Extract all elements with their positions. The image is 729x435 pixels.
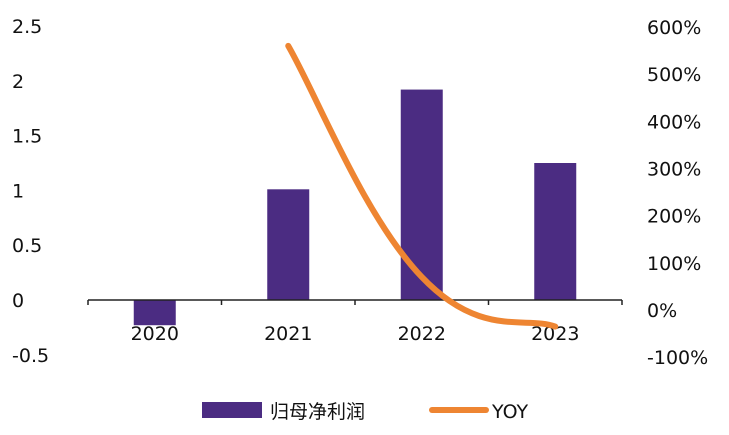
legend-label-yoy: YOY (491, 401, 528, 423)
left-tick-label: 2 (12, 71, 24, 93)
category-label: 2020 (131, 323, 179, 345)
category-label: 2022 (398, 323, 446, 345)
left-tick-label: 1.5 (12, 126, 42, 148)
yoy-line (285, 42, 559, 330)
right-tick-label: 400% (647, 111, 701, 133)
bar-2023 (534, 163, 577, 300)
category-labels: 2020 2021 2022 2023 (131, 323, 580, 345)
left-tick-label: 0 (12, 290, 24, 312)
left-axis-ticks: -0.5 0 0.5 1 1.5 2 2.5 (12, 16, 49, 367)
left-tick-label: 1 (12, 180, 24, 202)
right-tick-label: 300% (647, 159, 701, 181)
left-tick-label: 2.5 (12, 16, 42, 38)
bar-2022 (400, 89, 443, 301)
right-tick-label: 100% (647, 253, 701, 275)
legend-swatch-net-profit (202, 402, 262, 418)
bar-2021 (267, 189, 310, 300)
right-tick-label: 600% (647, 17, 701, 39)
right-tick-label: -100% (647, 347, 708, 369)
right-tick-label: 200% (647, 206, 701, 228)
left-tick-label: -0.5 (12, 345, 49, 367)
x-axis-tick-marks (87, 300, 623, 305)
left-tick-label: 0.5 (12, 235, 42, 257)
right-axis-ticks: -100% 0% 100% 200% 300% 400% 500% 600% (647, 17, 708, 369)
right-tick-label: 500% (647, 64, 701, 86)
right-tick-label: 0% (647, 300, 677, 322)
legend-label-net-profit: 归母净利润 (270, 401, 365, 423)
category-label: 2023 (531, 323, 579, 345)
legend: 归母净利润 YOY (202, 401, 528, 423)
category-label: 2021 (264, 323, 312, 345)
bar-2020 (133, 300, 176, 326)
bar-series (133, 89, 577, 326)
